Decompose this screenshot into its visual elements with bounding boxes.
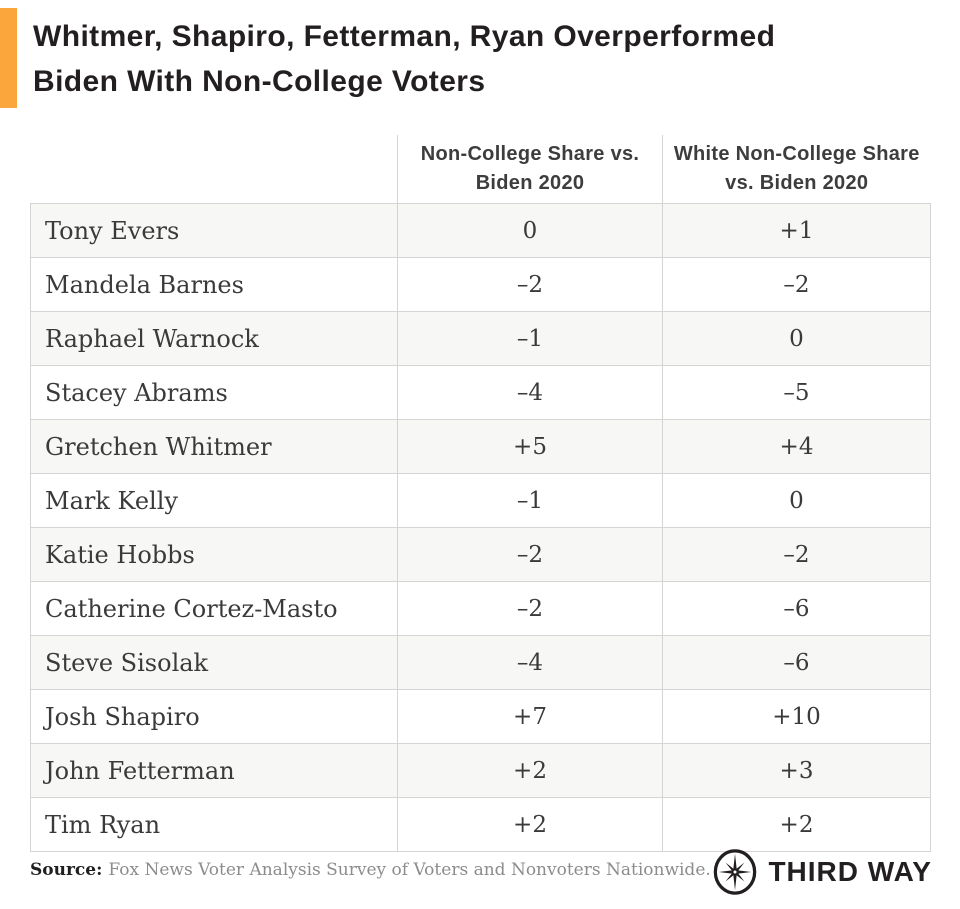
source-text: Fox News Voter Analysis Survey of Voters… — [108, 860, 711, 880]
candidate-name-cell: John Fetterman — [30, 743, 398, 798]
candidate-name-cell: Tim Ryan — [30, 797, 398, 852]
table-row: Catherine Cortez-Masto –2 –6 — [30, 581, 931, 636]
white-non-college-value-cell: 0 — [662, 311, 931, 366]
table-row: Tony Evers 0 +1 — [30, 203, 931, 258]
white-non-college-value-cell: +10 — [662, 689, 931, 744]
candidate-name-cell: Stacey Abrams — [30, 365, 398, 420]
candidate-name-cell: Mandela Barnes — [30, 257, 398, 312]
non-college-value-cell: +5 — [397, 419, 663, 474]
table-row: Stacey Abrams –4 –5 — [30, 365, 931, 420]
third-way-logo: THIRD WAY — [712, 847, 932, 897]
non-college-value-cell: –2 — [397, 581, 663, 636]
non-college-value-cell: –1 — [397, 311, 663, 366]
candidate-name-cell: Raphael Warnock — [30, 311, 398, 366]
compass-star-icon — [714, 849, 757, 895]
candidate-name-cell: Steve Sisolak — [30, 635, 398, 690]
table-row: Mandela Barnes –2 –2 — [30, 257, 931, 312]
page-title-line-2: Biden With Non-College Voters — [33, 65, 486, 98]
column-header-white-non-college: White Non-College Share vs. Biden 2020 — [662, 135, 931, 204]
white-non-college-value-cell: –6 — [662, 581, 931, 636]
non-college-value-cell: +2 — [397, 797, 663, 852]
non-college-value-cell: –2 — [397, 257, 663, 312]
non-college-value-cell: 0 — [397, 203, 663, 258]
candidate-name-cell: Katie Hobbs — [30, 527, 398, 582]
candidate-name-cell: Catherine Cortez-Masto — [30, 581, 398, 636]
table-row: John Fetterman +2 +3 — [30, 743, 931, 798]
header-spacer-cell — [31, 135, 398, 204]
table-row: Raphael Warnock –1 0 — [30, 311, 931, 366]
white-non-college-value-cell: 0 — [662, 473, 931, 528]
table-row: Tim Ryan +2 +2 — [30, 797, 931, 852]
table-body: Tony Evers 0 +1 Mandela Barnes –2 –2 Raphael W… — [30, 203, 931, 852]
source-label: Source: — [30, 860, 103, 880]
table-row: Mark Kelly –1 0 — [30, 473, 931, 528]
table-row: Josh Shapiro +7 +10 — [30, 689, 931, 744]
table-row: Steve Sisolak –4 –6 — [30, 635, 931, 690]
white-non-college-value-cell: +4 — [662, 419, 931, 474]
white-non-college-value-cell: +3 — [662, 743, 931, 798]
source-line: Source: Fox News Voter Analysis Survey of… — [30, 860, 711, 880]
white-non-college-value-cell: –2 — [662, 257, 931, 312]
white-non-college-value-cell: +2 — [662, 797, 931, 852]
candidate-name-cell: Tony Evers — [30, 203, 398, 258]
white-non-college-value-cell: +1 — [662, 203, 931, 258]
candidate-name-cell: Josh Shapiro — [30, 689, 398, 744]
white-non-college-value-cell: –6 — [662, 635, 931, 690]
white-non-college-value-cell: –2 — [662, 527, 931, 582]
non-college-value-cell: +2 — [397, 743, 663, 798]
title-accent-bar — [0, 8, 17, 108]
table-row: Gretchen Whitmer +5 +4 — [30, 419, 931, 474]
column-header-non-college: Non-College Share vs. Biden 2020 — [397, 135, 663, 204]
non-college-value-cell: –4 — [397, 365, 663, 420]
candidate-name-cell: Gretchen Whitmer — [30, 419, 398, 474]
page-title: Whitmer, Shapiro, Fetterman, Ryan Overpe… — [33, 14, 913, 104]
results-table-header: Non-College Share vs. Biden 2020 White N… — [31, 135, 931, 204]
non-college-value-cell: –2 — [397, 527, 663, 582]
non-college-value-cell: –4 — [397, 635, 663, 690]
non-college-value-cell: –1 — [397, 473, 663, 528]
non-college-value-cell: +7 — [397, 689, 663, 744]
page-title-line-1: Whitmer, Shapiro, Fetterman, Ryan Overpe… — [33, 20, 776, 53]
candidate-name-cell: Mark Kelly — [30, 473, 398, 528]
white-non-college-value-cell: –5 — [662, 365, 931, 420]
logo-wordmark: THIRD WAY — [768, 856, 932, 887]
table-row: Katie Hobbs –2 –2 — [30, 527, 931, 582]
results-table: Non-College Share vs. Biden 2020 White N… — [30, 135, 931, 852]
